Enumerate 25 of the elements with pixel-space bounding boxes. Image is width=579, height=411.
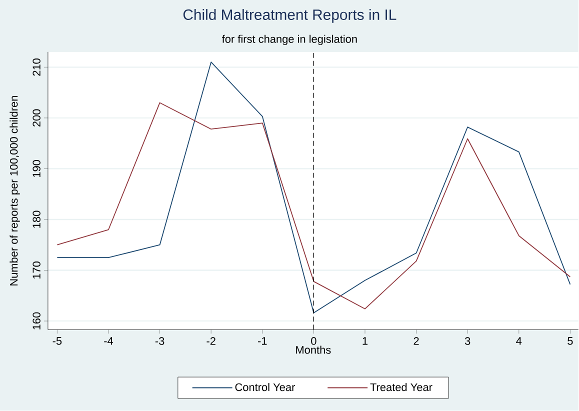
x-tick-label: -1 <box>258 337 267 345</box>
x-tick-label: 1 <box>362 337 368 345</box>
x-tick-label: -3 <box>155 337 164 346</box>
x-tick-label: -2 <box>206 337 216 346</box>
x-axis-title: Months <box>296 346 331 354</box>
x-tick-label: -4 <box>104 337 114 345</box>
x-tick-label: -5 <box>52 337 62 346</box>
y-tick-label: 200 <box>32 109 40 127</box>
line-series <box>56 62 571 314</box>
line-series <box>56 102 571 310</box>
x-tick-label: 3 <box>464 337 470 346</box>
x-tick-label: 2 <box>414 337 419 346</box>
x-tick-label: 0 <box>311 337 316 346</box>
legend-label: Control Year <box>235 383 296 392</box>
y-tick-label: 210 <box>32 58 40 76</box>
x-tick-label: 4 <box>516 337 522 345</box>
x-tick-label: 5 <box>568 337 573 346</box>
y-tick-label: 170 <box>32 262 40 279</box>
y-tick-label: 190 <box>32 160 40 178</box>
legend-label: Treated Year <box>370 383 432 392</box>
y-tick-label: 160 <box>32 312 40 330</box>
y-axis-title: Number of reports per 100,000 children <box>10 96 20 286</box>
y-tick-label: 180 <box>32 211 40 228</box>
chart-subtitle: for first change in legislation <box>222 35 357 46</box>
chart-title: Child Maltreatment Reports in IL <box>183 9 396 24</box>
